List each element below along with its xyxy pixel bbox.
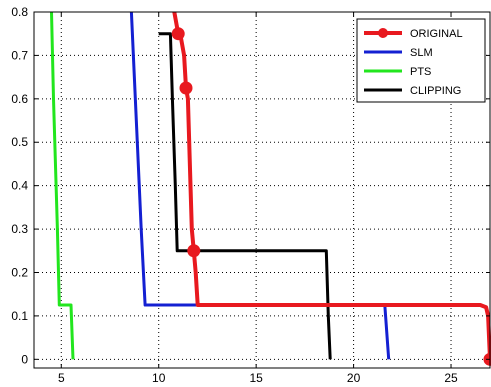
y-tick-label: 0.2 — [11, 265, 28, 279]
y-tick-label: 0 — [21, 352, 28, 366]
legend-label-clipping: CLIPPING — [410, 85, 461, 97]
x-tick-label: 15 — [249, 371, 263, 385]
legend-label-pts: PTS — [410, 66, 431, 78]
x-tick-label: 5 — [58, 371, 65, 385]
x-tick-label: 25 — [444, 371, 458, 385]
legend-label-slm: SLM — [410, 47, 433, 59]
x-tick-label: 10 — [152, 371, 166, 385]
y-tick-label: 0.6 — [11, 92, 28, 106]
series-point-original — [187, 244, 201, 258]
y-tick-label: 0.3 — [11, 222, 28, 236]
series-line-slm — [129, 11, 391, 360]
legend-label-original: ORIGINAL — [410, 28, 463, 40]
series-point-original — [171, 27, 185, 41]
y-tick-label: 0.7 — [11, 48, 28, 62]
y-tick-label: 0.4 — [11, 179, 28, 193]
y-tick-label: 0.1 — [11, 309, 28, 323]
y-tick-label: 0.8 — [11, 5, 28, 19]
legend-marker-original — [378, 28, 388, 38]
series-point-original — [179, 81, 193, 95]
x-tick-label: 20 — [347, 371, 361, 385]
y-tick-label: 0.5 — [11, 135, 28, 149]
series-line-pts — [50, 11, 75, 360]
plot-frame — [33, 11, 491, 369]
